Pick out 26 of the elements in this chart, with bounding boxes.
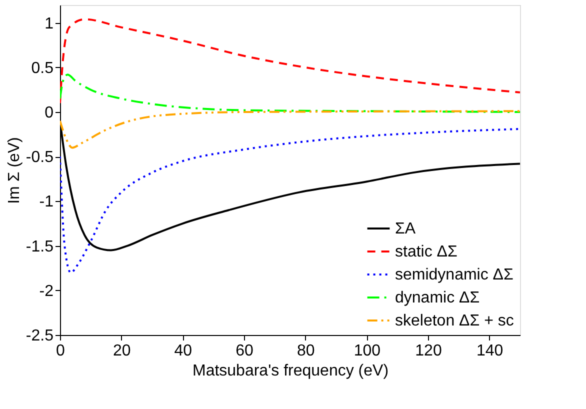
line-series [60,74,520,114]
y-tick-label: -1 [39,194,54,211]
line-series [60,18,520,104]
y-tick-label: 0 [44,104,54,122]
x-tick-label: 100 [354,342,381,360]
x-tick-label: 40 [174,342,192,360]
y-tick-label: 0.5 [31,60,54,77]
y-tick-label: -1.5 [26,238,54,256]
x-axis-title: Matsubara's frequency (eV) [192,362,389,380]
y-axis-title: Im Σ (eV) [6,137,23,204]
legend-label: static ΔΣ [395,244,458,260]
x-tick-label: 120 [415,342,442,360]
y-tick-label: -2.5 [26,328,54,344]
x-tick-label: 60 [236,342,254,360]
line-series [60,110,520,149]
legend-label: semidynamic ΔΣ [395,266,514,284]
legend-label: ΣA [395,220,416,238]
x-tick-label: 20 [112,342,131,360]
y-tick-label: -2 [39,282,54,300]
y-tick-label: 1 [44,15,54,32]
legend-label: skeleton ΔΣ + sc [395,312,514,330]
x-tick-label: 80 [296,342,315,360]
legend-label: dynamic ΔΣ [395,290,480,306]
x-tick-label: 0 [56,342,66,360]
y-tick-label: -0.5 [26,149,54,166]
x-tick-label: 140 [476,342,504,360]
